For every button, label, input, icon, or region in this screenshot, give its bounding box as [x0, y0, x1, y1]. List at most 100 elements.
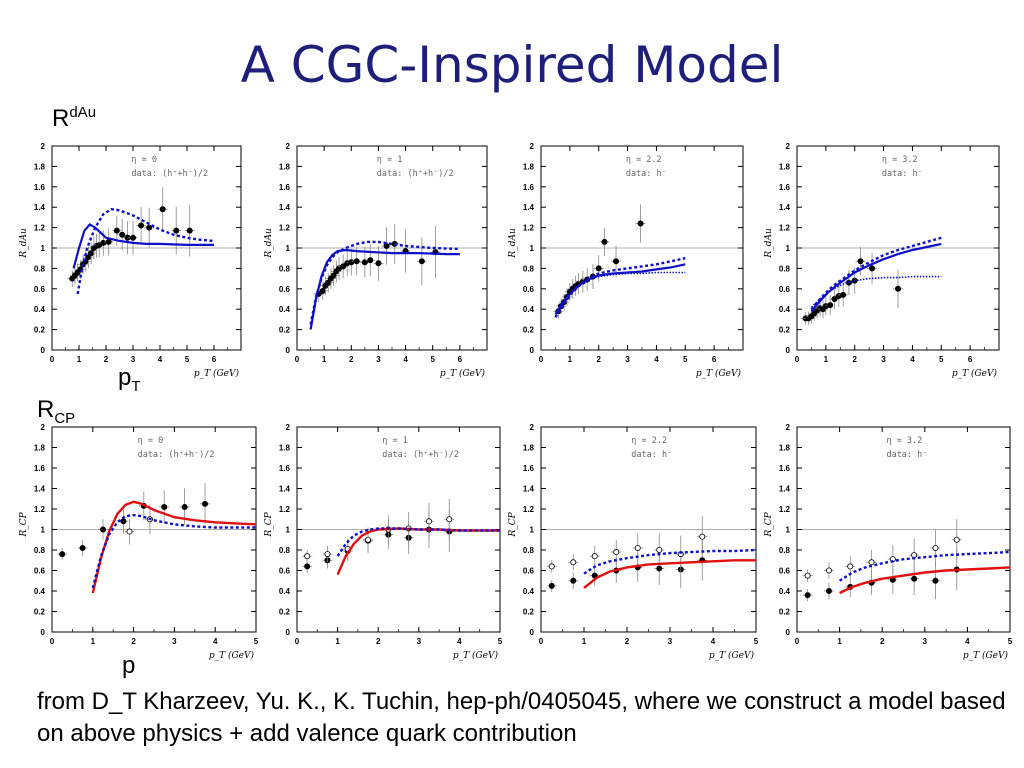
y-tick-label: 1.4 — [34, 203, 46, 212]
y-tick-label: 1.2 — [279, 224, 291, 233]
y-tick-label: 1.2 — [34, 224, 46, 233]
x-tick-label: 6 — [458, 355, 463, 364]
rdau-label-sup: dAu — [69, 104, 97, 121]
data-point — [181, 503, 188, 510]
y-tick-label: 1.6 — [779, 464, 791, 473]
legend-entry: data: (h⁺+h⁻)/2 — [377, 169, 454, 179]
legend-entry: η = 1 — [382, 436, 408, 446]
x-tick-label: 2 — [104, 355, 109, 364]
data-point-open — [804, 572, 811, 579]
y-tick-label: 0.8 — [779, 264, 791, 273]
data-point — [418, 258, 425, 265]
x-tick-label: 6 — [968, 355, 973, 364]
legend-entry: η = 2.2 — [626, 155, 662, 165]
x-tick-label: 2 — [596, 355, 601, 364]
y-axis-label: R_CP — [764, 511, 774, 537]
x-tick-label: 4 — [457, 637, 462, 646]
data-point — [932, 577, 939, 584]
x-tick-label: 5 — [185, 355, 190, 364]
x-tick-label: 3 — [417, 637, 422, 646]
y-tick-label: 0.8 — [523, 546, 535, 555]
y-tick-label: 1.2 — [779, 505, 791, 514]
data-point — [548, 582, 555, 589]
x-axis-label: p_T (GeV) — [453, 650, 499, 661]
y-tick-label: 1 — [786, 526, 791, 535]
p-label: p — [122, 652, 136, 679]
theory-curve-red — [839, 566, 1011, 595]
y-tick-label: 0.2 — [523, 608, 535, 617]
x-tick-label: 3 — [131, 355, 136, 364]
x-tick-label: 2 — [131, 637, 136, 646]
data-point-open — [868, 559, 875, 566]
data-point-open — [847, 563, 854, 570]
x-tick-label: 2 — [625, 637, 630, 646]
y-tick-label: 2 — [41, 423, 46, 432]
theory-curve-fine-dotted — [810, 275, 942, 308]
x-tick-label: 3 — [625, 355, 630, 364]
y-tick-label: 0.4 — [779, 305, 791, 314]
rdau-label: RdAu — [52, 104, 96, 133]
theory-curve-fine-dotted — [554, 271, 686, 317]
x-axis-label: p_T (GeV) — [440, 368, 486, 379]
chart-panel-6: 0 0.2 0.4 0.6 0.8 1 1.2 1.4 1.6 1.8 2 0 1 2 3 4 5 p_T (Ge… — [264, 423, 503, 661]
rdau-label-main: R — [52, 105, 70, 132]
legend-entry: η = 1 — [377, 155, 403, 165]
theory-curve-dotted — [838, 550, 1011, 582]
data-point — [100, 239, 107, 246]
rcp-label-main: R — [37, 396, 55, 423]
data-point — [911, 575, 918, 582]
y-tick-label: 1.2 — [279, 505, 291, 514]
x-axis-label: p_T (GeV) — [963, 650, 1009, 661]
x-tick-label: 4 — [654, 355, 659, 364]
data-point — [161, 503, 168, 510]
x-tick-label: 3 — [376, 355, 381, 364]
y-tick-label: 0 — [286, 628, 291, 637]
pt-label-main: p — [118, 364, 132, 391]
data-point-open — [324, 551, 331, 558]
x-tick-label: 4 — [965, 637, 970, 646]
y-tick-label: 0 — [286, 346, 291, 355]
y-tick-label: 0 — [41, 628, 46, 637]
data-point — [340, 263, 347, 270]
y-tick-label: 0.8 — [34, 546, 46, 555]
theory-curve-red — [336, 527, 500, 576]
data-point — [59, 551, 66, 558]
y-tick-label: 0.2 — [779, 326, 791, 335]
x-tick-label: 1 — [837, 637, 842, 646]
y-tick-label: 2 — [286, 423, 291, 432]
x-tick-label: 3 — [172, 637, 177, 646]
data-point-open — [634, 544, 641, 551]
y-tick-label: 2 — [530, 142, 535, 151]
x-tick-label: 5 — [430, 355, 435, 364]
chart-panel-5: 0 0.2 0.4 0.6 0.8 1 1.2 1.4 1.6 1.8 2 0 1 2 3 4 5 p_T (Ge… — [19, 423, 259, 661]
y-tick-label: 1.6 — [523, 183, 535, 192]
data-point — [88, 250, 95, 257]
x-tick-label: 1 — [77, 355, 82, 364]
data-point-open — [425, 518, 432, 525]
x-tick-label: 5 — [939, 355, 944, 364]
data-point-open — [613, 549, 620, 556]
y-axis-label: R_dAu — [508, 228, 518, 259]
y-tick-label: 1.4 — [779, 485, 791, 494]
y-tick-label: 0.2 — [279, 326, 291, 335]
y-tick-label: 0.2 — [279, 608, 291, 617]
y-tick-label: 0.4 — [279, 587, 291, 596]
y-axis-label: R_dAu — [264, 228, 274, 259]
y-tick-label: 1.6 — [279, 464, 291, 473]
x-tick-label: 4 — [711, 637, 716, 646]
x-tick-label: 5 — [683, 355, 688, 364]
theory-curve-dotted — [810, 236, 942, 310]
y-tick-label: 0.8 — [34, 264, 46, 273]
legend-entry: data: h⁻ — [631, 450, 672, 460]
y-tick-label: 1.8 — [523, 444, 535, 453]
y-tick-label: 0.2 — [34, 608, 46, 617]
y-tick-label: 0.4 — [279, 305, 291, 314]
x-tick-label: 0 — [295, 355, 300, 364]
data-point — [825, 588, 832, 595]
y-tick-label: 1 — [286, 244, 291, 253]
y-tick-label: 2 — [530, 423, 535, 432]
chart-panel-4: 0 0.2 0.4 0.6 0.8 1 1.2 1.4 1.6 1.8 2 0 1 2 3 4 5 6 p_T (G… — [764, 142, 1000, 379]
data-point — [375, 260, 382, 267]
y-tick-label: 1.8 — [779, 444, 791, 453]
y-axis-label: R_CP — [19, 511, 29, 537]
